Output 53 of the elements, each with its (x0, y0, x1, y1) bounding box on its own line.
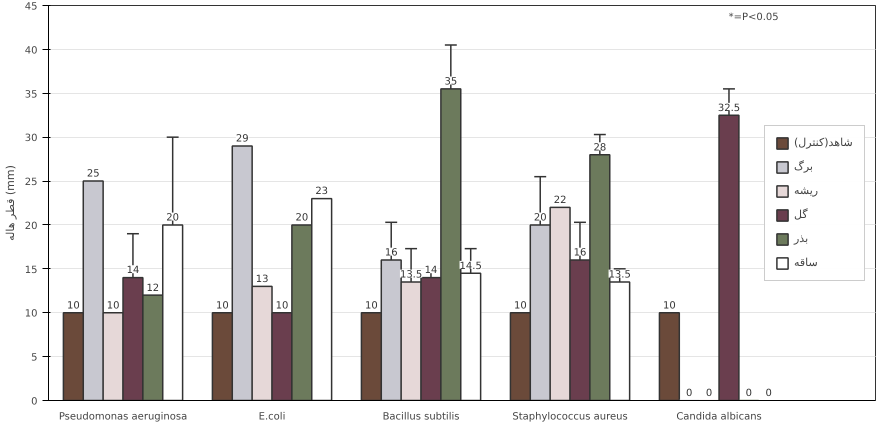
data-label: 10 (364, 300, 378, 312)
legend-label: گل (794, 208, 809, 221)
data-label: 14 (126, 265, 140, 276)
x-tick-label: Staphylococcus aureus (512, 412, 628, 422)
data-label: 20 (166, 212, 180, 224)
y-tick-label: 20 (24, 220, 38, 232)
data-label: 10 (276, 300, 288, 312)
data-label: 10 (514, 300, 527, 312)
y-tick-label: 35 (24, 89, 38, 100)
data-label: 10 (663, 300, 676, 312)
data-label: 0 (766, 388, 772, 400)
data-label: 0 (706, 388, 712, 400)
legend-label: شاهد(کنترل) (794, 136, 854, 149)
data-label: 10 (66, 300, 80, 312)
data-label: 28 (593, 142, 606, 154)
data-label: 20 (534, 212, 547, 224)
data-label: 12 (146, 282, 160, 294)
x-tick-label: E.coli (258, 412, 286, 422)
legend-label: ریشه (794, 184, 820, 197)
data-label: 20 (295, 212, 308, 224)
data-label: 0 (746, 388, 752, 400)
annotation: *=P<0.05 (728, 12, 779, 24)
y-axis-title: قطر هاله (mm) (4, 165, 17, 241)
data-label: 0 (686, 388, 692, 400)
y-tick-label: 15 (24, 264, 38, 276)
y-tick-label: 10 (24, 308, 38, 320)
y-tick-label: 5 (31, 352, 38, 364)
x-tick-label: Pseudomonas aeruginosa (58, 412, 188, 422)
y-tick-label: 30 (24, 133, 38, 144)
data-label: 14 (424, 265, 438, 276)
y-tick-label: 40 (24, 45, 38, 56)
y-tick-label: 25 (24, 177, 38, 188)
data-label: 16 (574, 248, 586, 259)
x-tick-label: Bacillus subtilis (382, 412, 460, 422)
data-label: 16 (384, 248, 398, 259)
x-tick-label: Candida albicans (676, 412, 762, 422)
legend-label: ساقه (794, 256, 819, 269)
data-label: 35 (444, 76, 458, 88)
data-label: 10 (106, 300, 120, 312)
data-label: 29 (236, 134, 249, 145)
data-label: 22 (554, 195, 566, 206)
data-label: 14.5 (460, 260, 482, 272)
data-label: 13.5 (608, 270, 631, 281)
y-tick-label: 45 (24, 2, 38, 12)
y-tick-label: 0 (31, 396, 38, 408)
data-label: 32.5 (718, 102, 740, 114)
data-label: 23 (315, 186, 328, 198)
data-label: 13.5 (400, 270, 422, 281)
legend-label: برگ (794, 160, 814, 173)
legend-label: بذر (794, 232, 810, 245)
data-label: 13 (256, 274, 268, 285)
data-label: 10 (216, 300, 229, 312)
data-label: 25 (86, 168, 100, 180)
